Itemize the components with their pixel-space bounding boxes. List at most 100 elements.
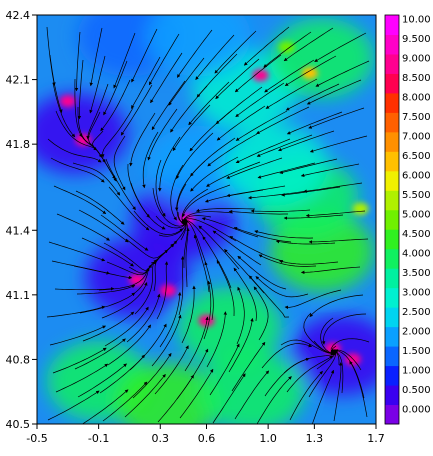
streamline-78	[53, 185, 107, 215]
streamline-38	[306, 79, 362, 105]
streamline-14	[77, 59, 84, 120]
streamline-114	[254, 230, 314, 239]
colorbar-label: 4.500	[402, 229, 431, 240]
y-tick-label: 42.1	[6, 74, 31, 87]
streamline-46	[189, 109, 233, 152]
streamline-74	[226, 157, 283, 179]
streamline-39	[55, 110, 98, 151]
streamline-206	[333, 362, 343, 422]
streamline-57	[158, 136, 181, 192]
streamline-48	[235, 110, 288, 141]
streamline-44	[147, 108, 178, 161]
y-tick-label: 40.5	[6, 418, 31, 431]
colorbar-swatch	[385, 34, 399, 55]
streamline-106	[103, 242, 152, 272]
streamline-36	[265, 78, 318, 109]
streamline-191	[286, 355, 334, 393]
colorbar: 0.000 0.500 1.000 1.500 2.000 2.500 3.000 3.500…	[384, 14, 431, 425]
x-tick-label: 0.3	[152, 432, 170, 445]
colorbar-swatch	[385, 365, 399, 386]
streamline-118	[73, 265, 133, 280]
colorbar-swatch	[385, 404, 399, 425]
streamline-100	[228, 209, 288, 215]
colorbar-label: 9.500	[402, 34, 431, 45]
streamline-127	[258, 254, 317, 267]
streamline-90	[303, 182, 363, 193]
streamline-73	[206, 161, 261, 187]
streamline-56	[142, 131, 159, 189]
streamline-115	[275, 239, 336, 245]
streamline-192	[308, 349, 337, 398]
colorbar-swatch	[385, 15, 399, 35]
streamline-5	[148, 33, 180, 86]
streamline-131	[76, 284, 136, 295]
streamline-183	[77, 363, 127, 398]
streamline-26	[52, 82, 76, 138]
field-region-9	[270, 18, 375, 99]
streamline-99	[195, 208, 256, 213]
streamline-16	[103, 60, 128, 116]
streamline-11	[283, 27, 334, 62]
streamline-89	[281, 186, 341, 197]
y-tick-label: 42.4	[6, 9, 31, 22]
streamline-162	[203, 280, 212, 340]
streamline-175	[206, 311, 228, 368]
colorbar-label: 8.500	[402, 73, 431, 84]
colorbar-label: 9.000	[402, 54, 431, 65]
colorbar-swatch	[385, 268, 399, 289]
streamline-75	[257, 162, 316, 179]
colorbar-label: 5.500	[402, 190, 431, 201]
streamline-185	[132, 352, 172, 399]
streamline-204	[289, 370, 323, 421]
streamline-170	[74, 338, 126, 370]
streamline-144	[79, 292, 136, 314]
x-tick-label: 1.3	[306, 432, 324, 445]
colorbar-label: 5.000	[402, 210, 431, 221]
streamline-92	[78, 209, 129, 243]
field-region-13	[223, 125, 328, 206]
streamline-156	[49, 325, 107, 346]
streamline-33	[188, 81, 230, 126]
streamline-35	[235, 82, 285, 118]
streamline-129	[300, 266, 361, 275]
streamline-42	[100, 107, 134, 158]
streamline-1	[74, 31, 81, 92]
streamline-203	[256, 376, 292, 424]
streamline-71	[174, 160, 206, 212]
streamline-45	[172, 104, 211, 152]
streamline-141	[284, 289, 342, 310]
streamline-6	[176, 29, 213, 78]
streamline-174	[184, 316, 209, 372]
streamline-72	[190, 156, 239, 192]
field-hotspot-4	[252, 69, 269, 82]
colorbar-swatch	[385, 73, 399, 94]
colorbar-label: 2.500	[402, 307, 431, 318]
colorbar-swatch	[385, 248, 399, 269]
streamline-169	[52, 347, 107, 374]
x-tick-label: -0.5	[26, 432, 47, 445]
streamline-132	[98, 267, 150, 291]
streamline-50	[286, 111, 343, 135]
streamline-12	[314, 32, 367, 63]
streamline-13	[49, 54, 63, 114]
field-hotspot-1	[278, 41, 295, 54]
colorbar-label: 6.000	[402, 171, 431, 182]
colorbar-label: 3.000	[402, 287, 431, 298]
streamline-126	[229, 236, 284, 262]
streamline-160	[159, 291, 182, 348]
streamline-66	[72, 162, 121, 196]
field-hotspot-7	[159, 284, 176, 297]
field-hotspot-11	[59, 95, 76, 108]
x-tick-label: -0.1	[88, 432, 109, 445]
streamline-143	[46, 305, 106, 318]
colorbar-label: 7.500	[402, 112, 431, 123]
streamline-205	[311, 369, 335, 424]
streamline-140	[255, 276, 309, 298]
colorbar-swatch	[385, 209, 399, 230]
streamline-155	[321, 313, 367, 345]
field-region-3	[290, 315, 376, 396]
streamline-22	[234, 54, 282, 93]
streamline-65	[50, 157, 105, 183]
colorbar-label: 1.500	[402, 346, 431, 357]
streamline-81	[130, 182, 166, 230]
